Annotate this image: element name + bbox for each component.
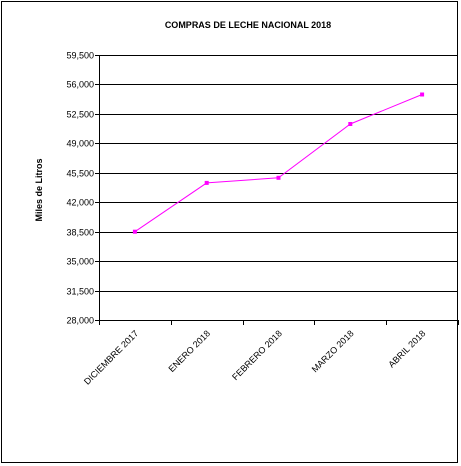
chart-title: COMPRAS DE LECHE NACIONAL 2018 xyxy=(165,20,331,30)
y-tick-label: 49,000 xyxy=(66,139,94,149)
gridlines xyxy=(99,55,458,321)
y-tick-label: 42,000 xyxy=(66,198,94,208)
y-tick-label: 31,500 xyxy=(66,287,94,297)
x-tick-label: FEBRERO 2018 xyxy=(230,328,284,382)
x-tick-label: DICIEMBRE 2017 xyxy=(82,328,140,386)
y-axis-label: Miles de Litros xyxy=(34,158,44,221)
x-tick-label: MARZO 2018 xyxy=(310,328,356,374)
data-point xyxy=(276,175,281,180)
y-tick-labels: 28,000 31,500 35,000 38,500 42,000 45,500 49,0… xyxy=(66,51,94,326)
data-point xyxy=(348,122,353,126)
y-tick-label: 35,000 xyxy=(66,257,94,267)
y-tick-label: 52,500 xyxy=(66,110,94,120)
y-tick-label: 28,000 xyxy=(66,316,94,326)
axes xyxy=(95,55,459,325)
data-point xyxy=(204,180,209,185)
y-tick-label: 45,500 xyxy=(66,169,94,179)
x-tick-label: ABRIL 2018 xyxy=(386,328,427,369)
y-tick-label: 59,500 xyxy=(66,51,94,61)
x-tick-label: ENERO 2018 xyxy=(166,328,212,374)
y-tick-label: 38,500 xyxy=(66,228,94,238)
data-point xyxy=(132,229,137,234)
series-line xyxy=(134,94,423,233)
y-tick-label: 56,000 xyxy=(66,80,94,90)
series xyxy=(132,92,425,234)
x-tick-labels: DICIEMBRE 2017 ENERO 2018 FEBRERO 2018 MARZ… xyxy=(82,328,428,386)
data-point xyxy=(420,92,425,97)
